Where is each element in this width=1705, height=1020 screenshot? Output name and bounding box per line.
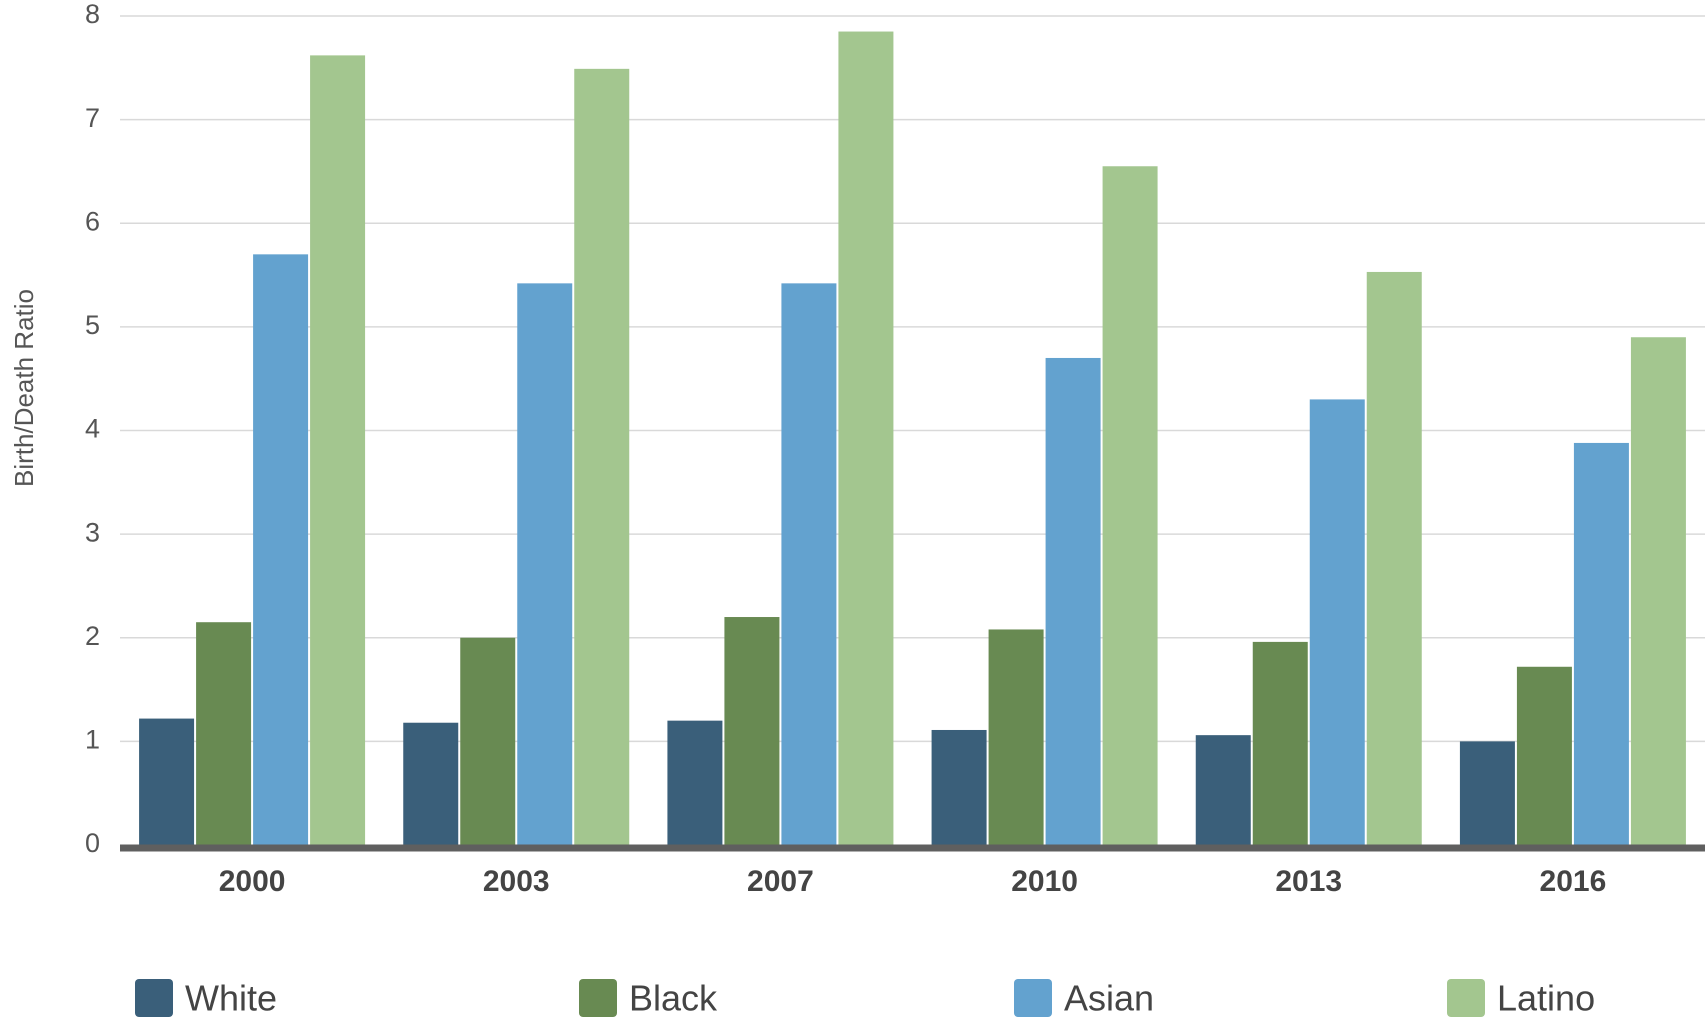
legend-label: Asian — [1064, 978, 1154, 1019]
y-tick-label: 5 — [85, 310, 100, 340]
bar-white-2000 — [139, 718, 195, 845]
legend-label: Latino — [1497, 978, 1595, 1019]
y-axis-ticks: 0 1 2 3 4 5 6 7 8 — [85, 0, 100, 858]
legend-swatch — [1447, 979, 1485, 1017]
legend-swatch — [1014, 979, 1052, 1017]
bar-black-2003 — [460, 637, 516, 845]
bar-asian-2003 — [517, 283, 573, 845]
y-tick-label: 3 — [85, 517, 100, 547]
bar-black-2016 — [1516, 666, 1572, 845]
legend-swatch — [135, 979, 173, 1017]
legend-item-latino: Latino — [1447, 978, 1595, 1019]
bar-asian-2016 — [1573, 442, 1629, 845]
x-axis-ticks: 2000 2003 2007 2010 2013 2016 — [219, 865, 1607, 898]
bar-latino-2016 — [1630, 337, 1686, 845]
bar-black-2000 — [196, 622, 252, 845]
x-tick-label: 2003 — [483, 865, 550, 898]
bar-black-2007 — [724, 617, 780, 845]
bar-white-2013 — [1195, 735, 1251, 845]
y-tick-label: 6 — [85, 206, 100, 236]
bar-white-2016 — [1459, 741, 1515, 845]
bar-white-2003 — [403, 722, 459, 845]
bar-latino-2010 — [1102, 166, 1158, 846]
y-tick-label: 4 — [85, 414, 100, 444]
gridlines — [120, 15, 1705, 743]
legend-label: White — [185, 978, 277, 1019]
bar-asian-2007 — [781, 283, 837, 845]
y-axis-title: Birth/Death Ratio — [9, 289, 39, 487]
y-tick-label: 0 — [85, 828, 100, 858]
bars — [139, 31, 1686, 846]
y-tick-label: 1 — [85, 725, 100, 755]
bar-white-2007 — [667, 720, 723, 845]
y-tick-label: 7 — [85, 103, 100, 133]
x-tick-label: 2000 — [219, 865, 286, 898]
bar-black-2010 — [988, 629, 1044, 845]
x-tick-label: 2010 — [1011, 865, 1078, 898]
x-tick-label: 2007 — [747, 865, 814, 898]
x-tick-label: 2013 — [1275, 865, 1342, 898]
bar-latino-2007 — [838, 31, 894, 845]
legend-swatch — [579, 979, 617, 1017]
legend-item-asian: Asian — [1014, 978, 1154, 1019]
legend-item-black: Black — [579, 978, 718, 1019]
legend-label: Black — [629, 978, 718, 1019]
bar-latino-2000 — [310, 55, 366, 845]
bar-asian-2000 — [253, 254, 309, 845]
bar-black-2013 — [1252, 641, 1308, 845]
bar-latino-2013 — [1366, 271, 1422, 845]
x-tick-label: 2016 — [1540, 865, 1607, 898]
bar-asian-2013 — [1309, 399, 1365, 845]
y-tick-label: 8 — [85, 0, 100, 29]
legend: White Black Asian Latino — [135, 978, 1595, 1019]
bar-asian-2010 — [1045, 357, 1101, 845]
legend-item-white: White — [135, 978, 277, 1019]
bar-white-2010 — [931, 729, 987, 845]
y-tick-label: 2 — [85, 621, 100, 651]
bar-latino-2003 — [574, 68, 630, 845]
